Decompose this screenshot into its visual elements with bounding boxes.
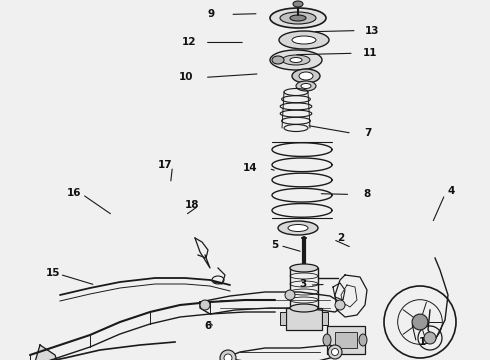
Bar — [280, 312, 286, 325]
Ellipse shape — [292, 36, 316, 44]
Text: 9: 9 — [207, 9, 214, 19]
Text: 10: 10 — [179, 72, 194, 82]
Ellipse shape — [332, 348, 339, 356]
Ellipse shape — [292, 69, 320, 83]
Text: 2: 2 — [337, 233, 344, 243]
Text: 3: 3 — [299, 279, 306, 289]
Text: 5: 5 — [271, 240, 278, 250]
Bar — [322, 312, 328, 325]
Ellipse shape — [278, 221, 318, 235]
Ellipse shape — [282, 55, 310, 65]
Ellipse shape — [290, 304, 318, 312]
Text: 11: 11 — [363, 48, 377, 58]
Ellipse shape — [220, 350, 236, 360]
Ellipse shape — [299, 72, 313, 80]
Text: 4: 4 — [447, 186, 455, 196]
Text: 16: 16 — [67, 188, 82, 198]
Ellipse shape — [290, 58, 302, 63]
Text: 7: 7 — [364, 128, 371, 138]
Ellipse shape — [224, 354, 232, 360]
Ellipse shape — [335, 300, 345, 310]
Bar — [335, 332, 357, 348]
Bar — [286, 308, 322, 330]
Circle shape — [412, 314, 428, 330]
Text: 12: 12 — [181, 37, 196, 48]
Ellipse shape — [285, 290, 295, 300]
Text: 14: 14 — [243, 163, 257, 174]
Text: 8: 8 — [363, 189, 370, 199]
Text: 1: 1 — [419, 337, 426, 347]
Ellipse shape — [288, 225, 308, 231]
Ellipse shape — [296, 81, 316, 91]
Ellipse shape — [323, 334, 331, 346]
Text: 6: 6 — [205, 321, 212, 331]
Ellipse shape — [424, 332, 436, 344]
Polygon shape — [35, 345, 60, 360]
Ellipse shape — [290, 15, 306, 21]
Ellipse shape — [270, 8, 326, 28]
Ellipse shape — [200, 300, 210, 310]
Text: 13: 13 — [365, 26, 380, 36]
Ellipse shape — [279, 31, 329, 49]
Bar — [327, 326, 365, 354]
Ellipse shape — [290, 264, 318, 272]
Ellipse shape — [293, 1, 303, 7]
Ellipse shape — [270, 50, 322, 70]
Ellipse shape — [280, 12, 316, 24]
Text: 18: 18 — [185, 200, 199, 210]
Text: 15: 15 — [46, 268, 60, 278]
Text: 17: 17 — [158, 160, 173, 170]
Ellipse shape — [328, 345, 342, 359]
Ellipse shape — [301, 84, 311, 89]
Ellipse shape — [272, 56, 284, 64]
Ellipse shape — [359, 334, 367, 346]
